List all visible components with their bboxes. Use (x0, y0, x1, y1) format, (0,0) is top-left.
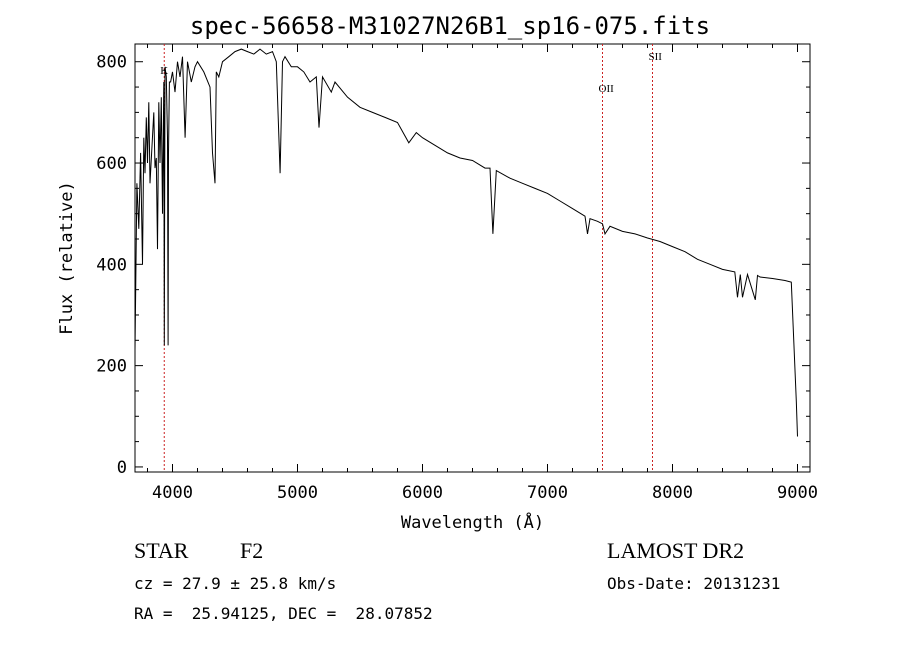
line-label-k: K (160, 65, 168, 77)
plot-frame (134, 43, 811, 473)
y-axis-label: Flux (relative) (57, 181, 77, 335)
y-tick-label: 600 (96, 154, 127, 174)
x-tick-label: 6000 (402, 483, 443, 503)
x-axis-label: Wavelength (Å) (401, 511, 544, 533)
x-tick-label: 5000 (277, 483, 318, 503)
y-tick-label: 800 (96, 53, 127, 73)
x-tick-label: 7000 (527, 483, 568, 503)
object-class: STAR (134, 538, 189, 563)
x-tick-label: 4000 (152, 483, 193, 503)
x-tick-label: 9000 (777, 483, 818, 503)
survey-label: LAMOST DR2 (607, 538, 745, 563)
observation-date: Obs-Date: 20131231 (607, 574, 781, 593)
redshift-velocity: cz = 27.9 ± 25.8 km/s (134, 574, 337, 593)
spectrum-series (134, 48, 798, 437)
line-label-oii: OII (599, 83, 615, 95)
object-subclass: F2 (240, 538, 264, 563)
y-tick-label: 400 (96, 255, 127, 275)
y-tick-label: 200 (96, 357, 127, 377)
y-tick-label: 0 (117, 458, 127, 478)
chart-title: spec-56658-M31027N26B1_sp16-075.fits (189, 12, 711, 40)
x-tick-label: 8000 (652, 483, 693, 503)
line-label-sii: SII (649, 51, 663, 63)
coordinates: RA = 25.94125, DEC = 28.07852 (134, 604, 433, 623)
